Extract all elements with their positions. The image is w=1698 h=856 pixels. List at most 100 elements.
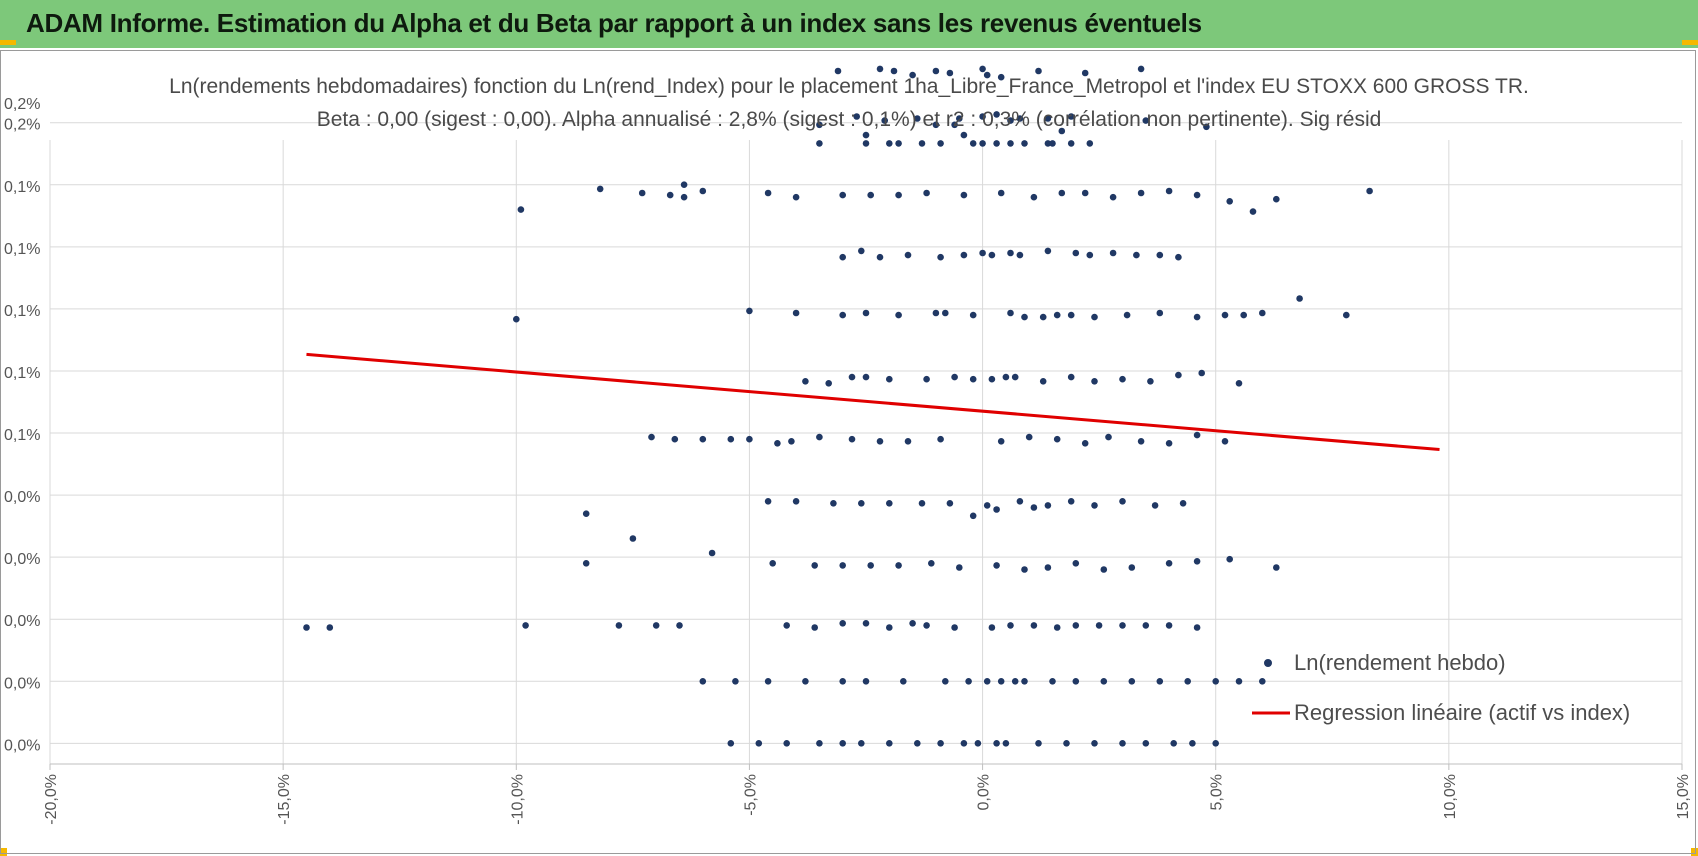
x-tick-label: -10,0%	[509, 774, 526, 825]
data-point	[1119, 622, 1126, 629]
data-point	[746, 307, 753, 315]
data-point	[993, 740, 1000, 747]
data-point	[1193, 431, 1201, 439]
data-point	[755, 740, 763, 747]
data-point	[862, 309, 870, 317]
data-point	[517, 206, 525, 213]
data-point	[1072, 622, 1080, 629]
data-point	[816, 433, 823, 441]
data-point	[932, 309, 940, 317]
data-point	[727, 740, 735, 747]
data-point	[979, 113, 986, 120]
data-point	[881, 117, 888, 124]
data-point	[1142, 622, 1150, 629]
data-point	[858, 500, 865, 507]
data-point	[960, 251, 968, 259]
data-point	[1212, 740, 1219, 747]
data-point	[942, 309, 949, 317]
data-point	[993, 562, 1000, 569]
data-point	[937, 435, 944, 443]
data-point	[886, 500, 893, 507]
data-point	[1067, 311, 1075, 319]
y-tick-label: 0,0%	[4, 675, 40, 692]
data-point	[914, 740, 921, 747]
data-point	[774, 440, 781, 447]
data-point	[699, 435, 707, 443]
data-point	[1011, 678, 1019, 685]
x-tick-label: -5,0%	[742, 774, 759, 816]
data-point	[732, 678, 739, 685]
chart-subtitle: Beta : 0,00 (sigest : 0,00). Alpha annua…	[316, 108, 1382, 131]
data-point	[680, 181, 688, 188]
data-point	[811, 562, 818, 569]
data-point	[1123, 311, 1131, 319]
report-title: ADAM Informe. Estimation du Alpha et du …	[26, 8, 1202, 38]
data-point	[1044, 502, 1052, 509]
data-point	[951, 121, 958, 129]
data-point	[858, 247, 865, 255]
data-point	[1119, 375, 1126, 383]
chart-title: Ln(rendements hebdomadaires) fonction du…	[169, 75, 1529, 98]
data-point	[862, 678, 870, 685]
y-top-axis-label: 0,2%	[4, 96, 40, 113]
data-point	[993, 140, 1000, 147]
data-point	[969, 512, 977, 520]
data-point	[1156, 678, 1164, 685]
data-point	[1081, 189, 1089, 197]
data-point	[839, 191, 846, 199]
x-tick-label: 15,0%	[1675, 774, 1692, 819]
data-point	[1100, 566, 1108, 573]
data-point	[1044, 140, 1052, 147]
data-point	[830, 500, 837, 507]
data-point	[666, 191, 674, 199]
data-point	[1235, 678, 1243, 685]
data-point	[1240, 311, 1247, 319]
data-point	[1296, 295, 1303, 302]
data-point	[1170, 740, 1177, 747]
data-point	[1091, 740, 1098, 747]
data-point	[1021, 140, 1028, 147]
data-point	[764, 678, 772, 685]
y-tick-label: 0,0%	[4, 551, 40, 568]
data-point	[1072, 249, 1080, 257]
data-point	[1086, 251, 1094, 259]
y-tick-label: 0,1%	[4, 179, 40, 196]
data-point	[1039, 313, 1047, 321]
data-point	[816, 121, 823, 129]
data-point	[1091, 378, 1098, 385]
data-point	[909, 71, 916, 79]
data-point	[1119, 498, 1126, 505]
data-point	[764, 189, 772, 197]
data-point	[1030, 504, 1038, 511]
data-point	[951, 624, 958, 631]
data-point	[1058, 189, 1066, 197]
data-point	[792, 193, 800, 201]
data-point	[914, 115, 921, 122]
data-point	[1109, 193, 1117, 201]
data-point	[1165, 560, 1173, 567]
data-point	[1343, 311, 1350, 319]
data-point	[1235, 380, 1243, 387]
y-tick-label: 0,0%	[4, 737, 40, 754]
data-point	[788, 438, 795, 445]
data-point	[1137, 65, 1145, 73]
data-point	[862, 140, 870, 147]
data-point	[858, 740, 865, 747]
data-point	[1221, 438, 1229, 445]
legend-marker-icon	[1264, 659, 1272, 667]
data-point	[876, 253, 884, 261]
data-point	[1226, 198, 1233, 205]
data-point	[303, 624, 310, 631]
data-point	[1165, 440, 1173, 447]
data-point	[839, 253, 846, 261]
data-point	[1086, 140, 1094, 147]
regression-line	[306, 352, 1440, 452]
data-point	[918, 140, 926, 147]
data-point	[1193, 191, 1201, 199]
data-point	[1049, 140, 1056, 147]
data-point	[1119, 740, 1126, 747]
data-point	[746, 435, 753, 443]
x-tick-label: 10,0%	[1442, 774, 1459, 819]
data-point	[1109, 249, 1117, 257]
data-point	[1072, 678, 1080, 685]
